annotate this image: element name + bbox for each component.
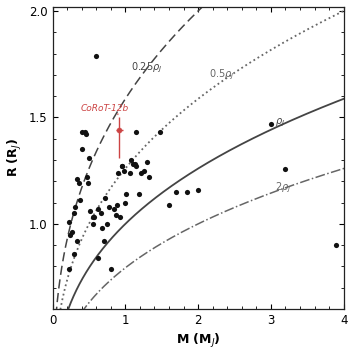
Point xyxy=(67,232,73,237)
Point xyxy=(74,238,80,244)
Point xyxy=(76,180,82,186)
Point xyxy=(112,206,117,212)
Point xyxy=(82,130,88,135)
Point xyxy=(166,202,172,208)
Point xyxy=(104,221,110,227)
Point xyxy=(122,200,128,205)
Y-axis label: R (R$_J$): R (R$_J$) xyxy=(6,138,24,177)
Point xyxy=(128,157,134,163)
Point xyxy=(66,266,71,271)
X-axis label: M (M$_J$): M (M$_J$) xyxy=(176,333,221,350)
Point xyxy=(95,255,101,261)
Text: $0.25\rho_J$: $0.25\rho_J$ xyxy=(131,61,162,75)
Point xyxy=(130,161,136,167)
Point xyxy=(77,198,83,203)
Point xyxy=(113,213,119,218)
Point xyxy=(119,163,125,169)
Point xyxy=(80,130,85,135)
Point xyxy=(72,251,77,257)
Point xyxy=(144,159,150,165)
Point xyxy=(132,161,138,167)
Point xyxy=(146,174,152,180)
Text: $0.5\rho_J$: $0.5\rho_J$ xyxy=(209,67,234,82)
Point xyxy=(127,170,133,176)
Point xyxy=(139,170,144,176)
Point xyxy=(114,202,119,208)
Point xyxy=(115,170,121,176)
Point xyxy=(99,225,105,231)
Point xyxy=(268,121,274,127)
Point xyxy=(184,189,189,195)
Point xyxy=(123,191,129,197)
Point xyxy=(106,204,112,210)
Point xyxy=(91,215,97,220)
Point xyxy=(72,204,78,210)
Point xyxy=(101,238,106,244)
Point xyxy=(136,191,142,197)
Point xyxy=(121,168,127,173)
Point xyxy=(71,210,77,216)
Point xyxy=(102,195,108,201)
Point xyxy=(83,132,89,137)
Point xyxy=(66,219,71,225)
Point xyxy=(88,208,93,214)
Point xyxy=(84,174,90,180)
Text: CoRoT-12b: CoRoT-12b xyxy=(80,104,128,113)
Point xyxy=(90,215,95,220)
Point xyxy=(74,176,79,182)
Point xyxy=(94,53,99,58)
Point xyxy=(118,215,123,220)
Point xyxy=(133,163,139,169)
Point xyxy=(86,155,92,161)
Point xyxy=(333,242,339,248)
Point xyxy=(70,230,75,235)
Text: $\rho_J$: $\rho_J$ xyxy=(275,116,285,129)
Point xyxy=(85,180,91,186)
Point xyxy=(141,168,146,173)
Point xyxy=(282,166,288,171)
Text: $2\rho_J$: $2\rho_J$ xyxy=(275,180,291,195)
Point xyxy=(133,130,138,135)
Point xyxy=(120,163,125,169)
Point xyxy=(108,266,114,271)
Point xyxy=(96,206,101,212)
Point xyxy=(98,210,104,216)
Point xyxy=(79,147,84,152)
Point xyxy=(173,189,179,195)
Point xyxy=(90,221,96,227)
Point xyxy=(157,130,163,135)
Point xyxy=(195,187,201,193)
